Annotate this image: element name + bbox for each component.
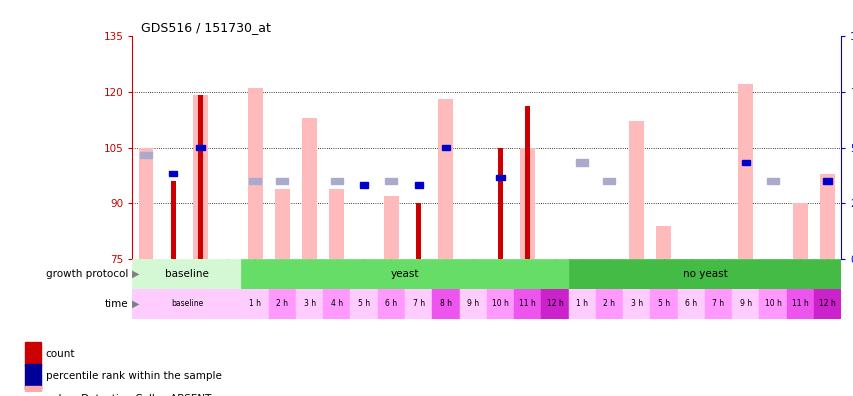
Bar [623,289,650,319]
Bar [650,289,676,319]
Bar [140,152,152,158]
Bar [247,88,262,259]
Text: 7 h: 7 h [711,299,723,308]
Bar [169,171,177,176]
Text: 7 h: 7 h [412,299,424,308]
Bar [519,147,535,259]
Bar [819,173,834,259]
Text: 3 h: 3 h [303,299,316,308]
Bar [603,178,615,185]
Bar [241,259,568,289]
Bar [486,289,514,319]
Bar [525,107,530,259]
Bar [350,289,377,319]
Bar [822,178,831,184]
Bar [249,178,261,185]
Bar [414,182,422,188]
Text: baseline: baseline [171,299,203,308]
Bar [496,175,504,180]
Bar [329,188,344,259]
Bar [26,364,41,388]
Text: 9 h: 9 h [739,299,751,308]
Bar [385,178,397,185]
Bar [656,226,670,259]
Text: 12 h: 12 h [818,299,835,308]
Text: 12 h: 12 h [546,299,563,308]
Bar [576,159,588,166]
Bar [296,289,322,319]
Text: 5 h: 5 h [357,299,369,308]
Text: 10 h: 10 h [491,299,508,308]
Bar [377,289,404,319]
Bar [629,122,643,259]
Bar [415,204,421,259]
Bar [786,289,813,319]
Bar [132,289,241,319]
Text: ▶: ▶ [131,269,139,279]
Bar [740,160,749,165]
Text: growth protocol: growth protocol [46,269,128,279]
Bar [441,145,450,150]
Bar [26,342,41,366]
Bar [792,204,807,259]
Bar [360,182,368,188]
Bar [595,289,623,319]
Bar [171,181,176,259]
Text: 1 h: 1 h [249,299,261,308]
Text: 6 h: 6 h [385,299,397,308]
Text: percentile rank within the sample: percentile rank within the sample [46,371,222,381]
Bar [813,289,840,319]
Bar [241,289,269,319]
Bar [758,289,786,319]
Bar [132,259,241,289]
Bar [383,196,398,259]
Text: 10 h: 10 h [763,299,780,308]
Text: 9 h: 9 h [467,299,479,308]
Text: value, Detection Call = ABSENT: value, Detection Call = ABSENT [46,394,211,396]
Bar [704,289,731,319]
Text: 4 h: 4 h [330,299,343,308]
Bar [497,147,502,259]
Bar [196,145,205,150]
Text: 2 h: 2 h [603,299,615,308]
Bar [269,289,296,319]
Text: 8 h: 8 h [439,299,451,308]
Bar [322,289,350,319]
Bar [676,289,704,319]
Text: 11 h: 11 h [791,299,808,308]
Text: 11 h: 11 h [519,299,536,308]
Text: 6 h: 6 h [684,299,697,308]
Text: yeast: yeast [391,269,419,279]
Text: 5 h: 5 h [657,299,670,308]
Bar [568,289,595,319]
Bar [26,386,41,396]
Text: baseline: baseline [165,269,209,279]
Text: 1 h: 1 h [576,299,588,308]
Bar [438,99,453,259]
Bar [731,289,758,319]
Bar [766,178,778,185]
Text: no yeast: no yeast [682,269,727,279]
Text: 2 h: 2 h [276,299,288,308]
Bar [276,178,288,185]
Bar [302,118,316,259]
Text: GDS516 / 151730_at: GDS516 / 151730_at [141,21,270,34]
Text: 3 h: 3 h [630,299,642,308]
Bar [459,289,486,319]
Bar [541,289,568,319]
Bar [138,147,154,259]
Bar [198,95,203,259]
Bar [330,178,342,185]
Bar [737,84,752,259]
Text: ▶: ▶ [131,299,139,309]
Bar [275,188,289,259]
Text: time: time [104,299,128,309]
Bar [568,259,840,289]
Bar [193,95,208,259]
Text: count: count [46,349,75,359]
Bar [514,289,541,319]
Bar [404,289,432,319]
Bar [432,289,459,319]
